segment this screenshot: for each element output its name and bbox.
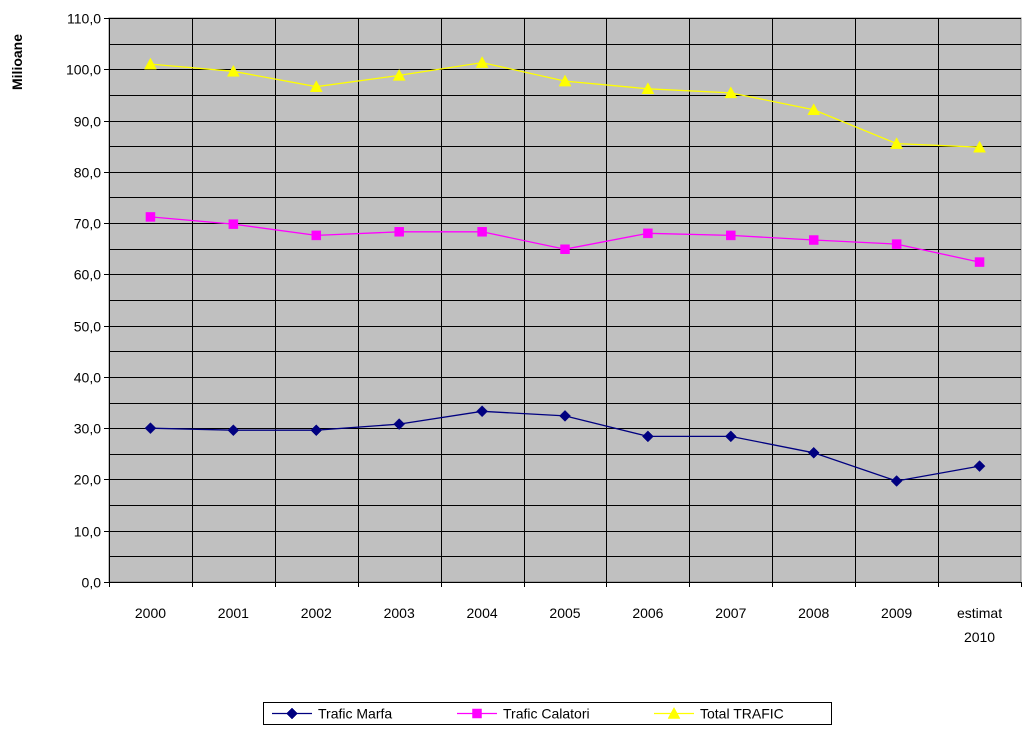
y-tick-label: 0,0	[82, 575, 102, 591]
series-1	[144, 405, 986, 487]
data-point	[309, 80, 323, 92]
data-point	[394, 227, 404, 237]
y-tick-label: 70,0	[74, 216, 101, 232]
x-tick-label: 2002	[301, 605, 332, 621]
data-point	[643, 228, 653, 239]
data-point	[559, 410, 571, 422]
x-tick-label: 2008	[798, 605, 829, 621]
legend-marker	[472, 708, 482, 719]
legend: Trafic Marfa Trafic Calatori Total TRAFIC	[263, 702, 832, 725]
y-tick-label: 30,0	[74, 421, 101, 437]
data-point	[890, 137, 904, 149]
data-point	[310, 424, 323, 437]
axes: 0,0 10,0 20,0 30,0 40,0 50,0 60,0 70,0 80,0 90,0 1…	[66, 11, 1022, 645]
legend-label: Total TRAFIC	[700, 706, 784, 722]
x-tick-label: 2009	[881, 605, 912, 621]
y-axis-label: Milioane	[9, 34, 25, 90]
data-point	[226, 64, 240, 77]
y-tick-label: 100,0	[66, 62, 101, 78]
data-point	[393, 418, 406, 430]
data-point	[807, 103, 821, 116]
legend-marker	[286, 707, 298, 720]
data-point	[724, 86, 738, 99]
y-tick-label: 40,0	[74, 370, 101, 386]
data-point	[807, 446, 820, 459]
data-point	[475, 56, 489, 68]
data-point	[144, 422, 157, 435]
data-point	[974, 257, 985, 267]
series-3	[144, 56, 986, 153]
y-tick-label: 50,0	[74, 319, 101, 335]
data-point	[145, 212, 156, 222]
x-tick-label: estimat 2010	[957, 605, 1002, 645]
y-tick-label: 110,0	[67, 11, 101, 27]
x-tick-label: 2006	[632, 605, 663, 621]
gridlines	[109, 18, 1021, 582]
data-point	[558, 74, 572, 87]
data-point	[228, 219, 239, 229]
x-tick-label: 2004	[467, 605, 498, 621]
x-tick-label: 2007	[715, 605, 746, 621]
data-point	[890, 475, 903, 487]
x-tick-label: 2003	[384, 605, 415, 621]
y-tick-label: 20,0	[74, 472, 101, 488]
y-tick-label: 90,0	[74, 114, 101, 130]
data-point	[891, 239, 902, 249]
data-point	[392, 68, 406, 81]
data-point	[560, 244, 570, 254]
data-point	[973, 140, 986, 153]
x-tick-label: 2000	[135, 605, 166, 621]
legend-label: Trafic Calatori	[503, 706, 590, 722]
data-point	[476, 405, 488, 418]
series-layer	[144, 56, 986, 487]
data-point	[227, 424, 240, 437]
data-point	[477, 227, 487, 237]
legend-label: Trafic Marfa	[318, 706, 392, 722]
data-point	[642, 430, 654, 443]
legend-box	[263, 702, 832, 725]
x-tick-label: 2001	[218, 605, 249, 621]
y-tick-label: 80,0	[74, 165, 101, 181]
data-point	[144, 57, 157, 70]
data-point	[726, 230, 736, 241]
data-point	[808, 235, 819, 245]
data-point	[311, 230, 322, 241]
legend-marker	[667, 706, 681, 719]
data-point	[973, 460, 986, 472]
data-point	[641, 82, 655, 95]
y-tick-label: 60,0	[74, 267, 101, 283]
data-point	[724, 430, 737, 443]
y-tick-label: 10,0	[74, 524, 101, 540]
x-tick-label: 2005	[549, 605, 580, 621]
series-2	[145, 212, 985, 267]
